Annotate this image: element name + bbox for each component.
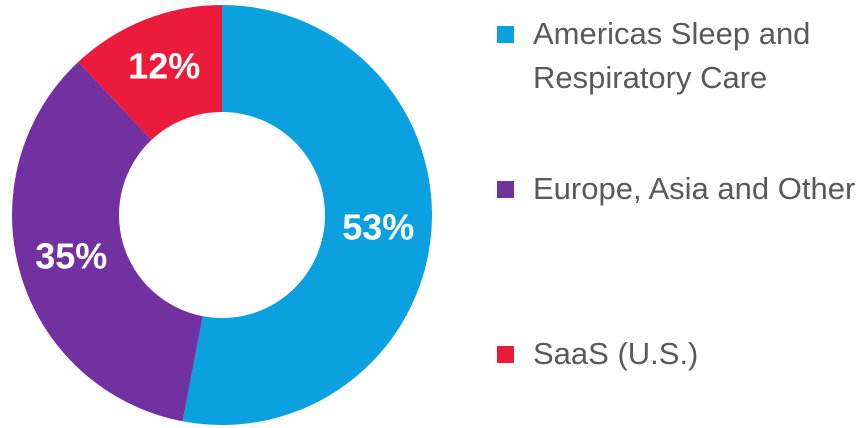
donut-slice (11, 61, 203, 422)
donut-slice (78, 5, 222, 140)
legend-swatch (497, 181, 514, 198)
slice-label: 35% (35, 235, 107, 276)
legend-label: Europe, Asia and Other (533, 171, 856, 206)
donut-slice (182, 5, 432, 426)
legend-swatch (497, 26, 514, 43)
slice-label: 53% (342, 206, 414, 247)
chart: 53% 35% 12% (11, 5, 432, 426)
legend-label: Americas Sleep and Respiratory Care (533, 16, 811, 95)
slice-label: 12% (128, 46, 200, 87)
legend-label: SaaS (U.S.) (533, 336, 699, 371)
legend-swatch (497, 346, 514, 363)
